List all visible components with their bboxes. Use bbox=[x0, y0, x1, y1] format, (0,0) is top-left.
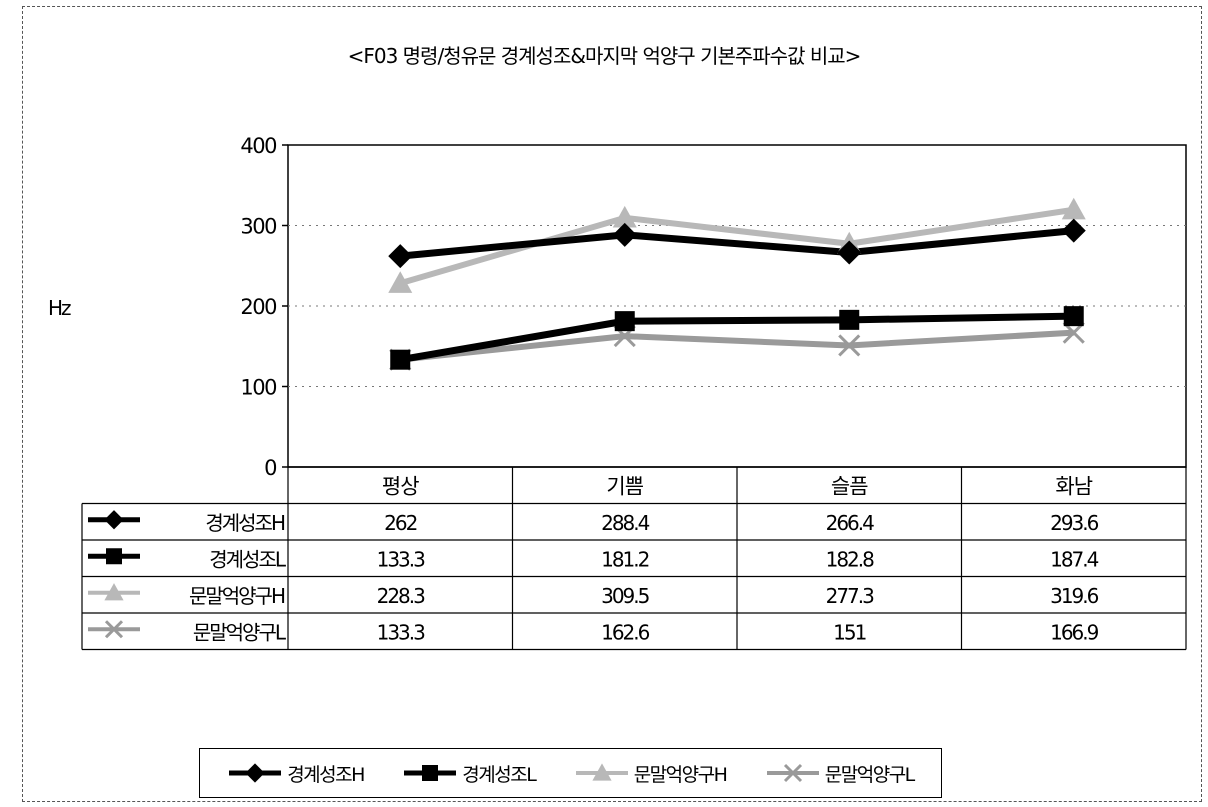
table-value: 266.4 bbox=[826, 511, 875, 535]
series-line bbox=[399, 227, 1075, 260]
series-markers bbox=[388, 197, 1086, 371]
diamond-marker bbox=[612, 222, 637, 247]
y-axis-ticks: 0 100 200 300 400 bbox=[240, 134, 288, 480]
triangle-marker bbox=[592, 763, 612, 781]
table-series-label: 경계성조H bbox=[205, 511, 285, 535]
legend-swatch bbox=[229, 763, 282, 783]
table-value: 151 bbox=[833, 620, 865, 644]
table-value: 133.3 bbox=[377, 547, 426, 571]
diamond-marker bbox=[245, 763, 265, 783]
y-tick-label: 100 bbox=[240, 376, 276, 400]
y-tick-label: 200 bbox=[240, 295, 276, 319]
diamond-marker bbox=[388, 244, 413, 269]
square-marker bbox=[1063, 306, 1084, 327]
table-value: 181.2 bbox=[601, 547, 649, 571]
diamond-marker bbox=[837, 240, 862, 265]
square-marker bbox=[106, 548, 122, 565]
series-line bbox=[399, 329, 1074, 363]
table-series-label: 문말억양구H bbox=[189, 584, 285, 608]
triangle-marker bbox=[612, 205, 637, 228]
table-value: 319.6 bbox=[1050, 584, 1099, 608]
triangle-marker bbox=[104, 583, 124, 601]
series-line bbox=[399, 206, 1075, 287]
table-value: 166.9 bbox=[1050, 620, 1099, 644]
square-marker bbox=[614, 311, 635, 332]
x-marker-stroke bbox=[783, 763, 802, 783]
table-value: 262 bbox=[384, 511, 416, 535]
legend-swatch bbox=[766, 763, 819, 783]
category-label: 화남 bbox=[1055, 474, 1092, 498]
table-series-label: 경계성조L bbox=[209, 547, 287, 571]
legend-item: 문말억양구L bbox=[765, 760, 916, 787]
table-value: 133.3 bbox=[377, 620, 426, 644]
diamond-marker bbox=[1061, 218, 1086, 243]
category-label: 슬픔 bbox=[831, 474, 868, 498]
chart-title: <F03 명령/청유문 경계성조&마지막 억양구 기본주파수값 비교> bbox=[347, 44, 862, 68]
legend-swatch bbox=[575, 763, 628, 781]
square-marker bbox=[422, 765, 439, 781]
category-label: 기쁨 bbox=[606, 474, 643, 498]
legend-label: 문말억양구H bbox=[633, 763, 728, 786]
legend-item: 경계성조L bbox=[402, 760, 537, 787]
table-value: 187.4 bbox=[1050, 547, 1099, 571]
series-lines bbox=[399, 206, 1075, 364]
category-label: 평상 bbox=[382, 474, 419, 498]
legend-label: 경계성조L bbox=[462, 763, 537, 786]
diamond-marker bbox=[104, 510, 124, 530]
square-marker bbox=[390, 349, 411, 370]
legend-item: 문말억양구H bbox=[574, 760, 728, 787]
x-marker-stroke bbox=[104, 620, 124, 639]
grid-lines bbox=[288, 225, 1186, 387]
y-tick-label: 300 bbox=[240, 215, 276, 239]
x-marker-stroke bbox=[838, 334, 861, 357]
y-tick-label: 400 bbox=[240, 134, 276, 158]
table-value: 288.4 bbox=[601, 511, 650, 535]
table-value: 277.3 bbox=[826, 584, 875, 608]
square-marker bbox=[839, 309, 860, 330]
table-value: 182.8 bbox=[826, 547, 875, 571]
legend-swatch bbox=[404, 765, 457, 781]
table-value: 309.5 bbox=[601, 584, 649, 608]
table-series-label: 문말억양구L bbox=[193, 620, 287, 644]
table-value: 162.6 bbox=[601, 620, 650, 644]
table-value: 293.6 bbox=[1050, 511, 1099, 535]
legend-label: 문말억양구L bbox=[824, 763, 916, 786]
y-tick-label: 0 bbox=[264, 456, 276, 480]
table-value: 228.3 bbox=[377, 584, 426, 608]
legend-item: 경계성조H bbox=[227, 760, 365, 787]
chart-frame bbox=[22, 6, 1202, 802]
legend: 경계성조H 경계성조L 문말억양구H 문말억양구L bbox=[199, 748, 942, 798]
y-axis-label: Hz bbox=[48, 296, 72, 320]
triangle-marker bbox=[1061, 197, 1086, 220]
triangle-marker bbox=[388, 271, 413, 293]
series-line bbox=[399, 312, 1074, 364]
legend-label: 경계성조H bbox=[287, 763, 365, 786]
